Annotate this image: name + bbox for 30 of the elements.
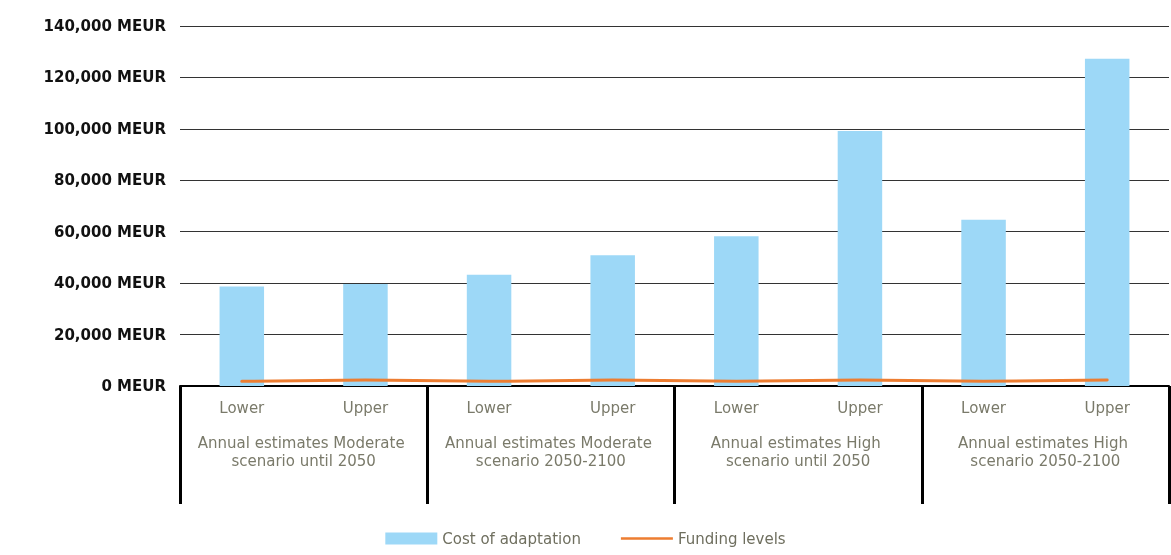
x-tick-label: Upper xyxy=(1084,398,1131,417)
x-tick-label: Lower xyxy=(713,398,760,417)
y-tick-label: 20,000 MEUR xyxy=(53,325,167,344)
bar xyxy=(590,255,635,386)
bar xyxy=(219,286,265,386)
y-tick-label: 80,000 MEUR xyxy=(53,171,167,190)
bar xyxy=(343,283,388,386)
y-tick-label: 100,000 MEUR xyxy=(43,119,167,138)
y-tick-label: 0 MEUR xyxy=(101,377,167,395)
text: Annual estimates High scenario 2050-2100 xyxy=(958,434,1133,470)
y-tick-label: 60,000 MEUR xyxy=(53,222,167,241)
text: Annual estimates Moderate scenario until 2050 xyxy=(197,434,410,470)
x-tick-label: Lower xyxy=(961,398,1007,417)
x-tick-label: Upper xyxy=(342,398,389,417)
text: Annual estimates Moderate scenario 2050-2100 xyxy=(445,434,657,470)
bar xyxy=(961,219,1006,386)
x-tick-label: Upper xyxy=(589,398,637,417)
x-tick-label: Lower xyxy=(466,398,513,417)
x-tick-label: Upper xyxy=(837,398,884,417)
bar xyxy=(837,130,883,386)
legend-label: Funding levels xyxy=(677,529,786,548)
y-tick-label: 140,000 MEUR xyxy=(43,17,167,35)
legend-label: Cost of adaptation xyxy=(442,529,581,548)
text: Annual estimates High scenario until 2050 xyxy=(710,434,886,470)
y-tick-label: 120,000 MEUR xyxy=(43,68,167,87)
bar xyxy=(1084,58,1130,386)
bar xyxy=(714,236,759,386)
bar xyxy=(466,274,512,386)
y-tick-label: 40,000 MEUR xyxy=(53,274,167,293)
x-tick-label: Lower xyxy=(219,398,266,417)
